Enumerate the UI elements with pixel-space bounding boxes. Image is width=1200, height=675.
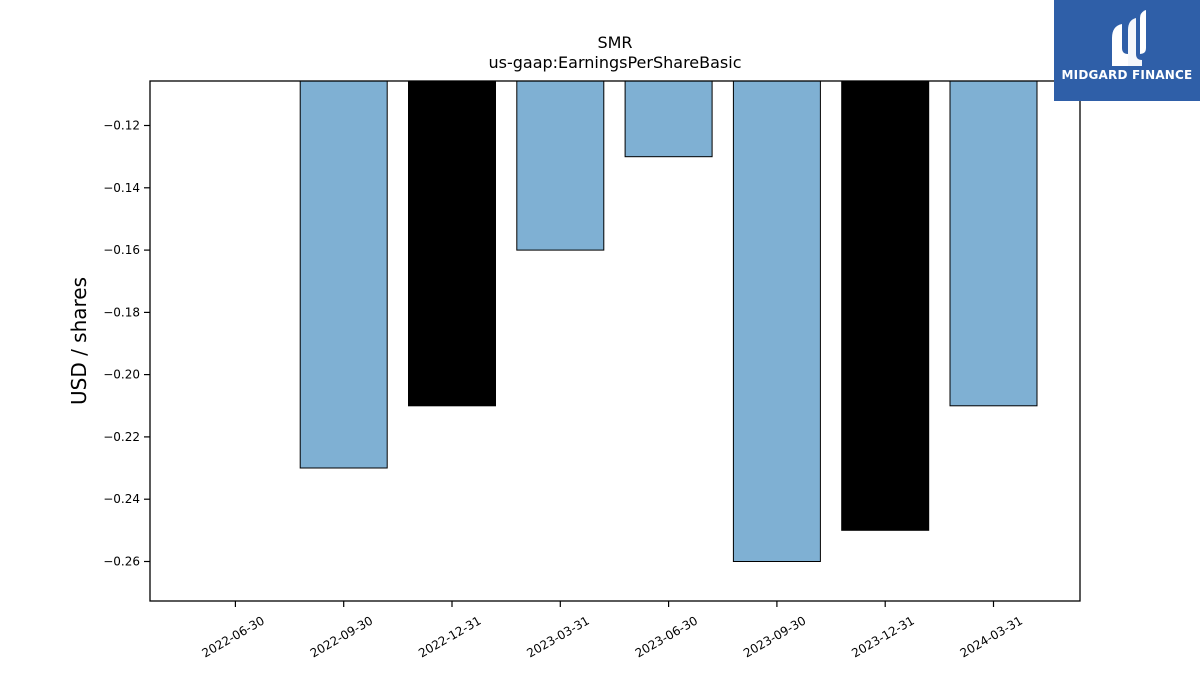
bar <box>624 80 713 158</box>
y-tick-label: −0.16 <box>103 243 140 257</box>
y-tick-label: −0.26 <box>103 555 140 569</box>
bar <box>949 80 1038 407</box>
x-tick-label: 2022-12-31 <box>416 613 483 660</box>
y-tick-label: −0.14 <box>103 181 140 195</box>
chart-title: SMR <box>597 33 632 52</box>
y-axis-ticks: −0.12 −0.14 −0.16 −0.18 −0.20 −0.22 −0.24 −0.26 <box>103 119 150 569</box>
x-tick-label: 2023-09-30 <box>741 613 808 660</box>
x-tick-label: 2023-03-31 <box>524 613 591 660</box>
x-tick-label: 2023-06-30 <box>633 613 700 660</box>
x-tick-label: 2022-09-30 <box>308 613 375 660</box>
plot-frame <box>149 80 1081 602</box>
chart-subtitle: us-gaap:EarningsPerShareBasic <box>488 53 741 72</box>
y-tick-label: −0.18 <box>103 305 140 319</box>
y-tick-label: −0.24 <box>103 492 140 506</box>
y-axis-label: USD / shares <box>67 277 91 405</box>
x-tick-label: 2022-06-30 <box>199 613 266 660</box>
x-axis-ticks: 2022-06-30 2022-09-30 2022-12-31 2023-03-31… <box>199 601 1025 660</box>
y-tick-label: −0.20 <box>103 368 140 382</box>
y-tick-label: −0.12 <box>103 119 140 133</box>
brand-name: MIDGARD FINANCE <box>1061 68 1193 82</box>
midgard-m-logo-icon <box>1112 10 1146 66</box>
bar <box>841 80 930 531</box>
bar <box>516 80 605 251</box>
bars-layer <box>299 80 1038 562</box>
brand-logo: MIDGARD FINANCE <box>1054 0 1200 101</box>
bar <box>408 80 496 407</box>
bar <box>299 80 388 469</box>
bar <box>732 80 821 562</box>
x-tick-label: 2023-12-31 <box>849 613 916 660</box>
x-tick-label: 2024-03-31 <box>958 613 1025 660</box>
y-tick-label: −0.22 <box>103 430 140 444</box>
